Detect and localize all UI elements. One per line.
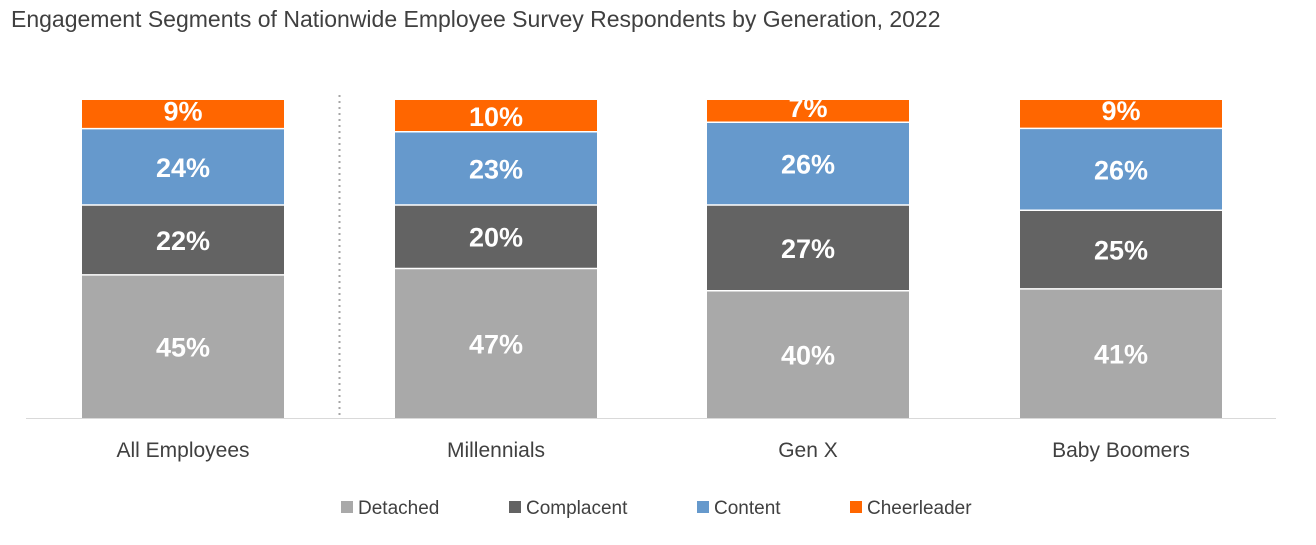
legend-label-complacent: Complacent: [526, 498, 628, 519]
bar-gen-x-detached: [707, 290, 909, 418]
bar-all-employees-complacent: [82, 204, 284, 275]
bar-baby-boomers-detached: [1020, 288, 1222, 418]
bar-baby-boomers-content: [1020, 128, 1222, 211]
data-label-gen-x-detached: 40%: [781, 340, 835, 370]
legend-label-cheerleader: Cheerleader: [867, 498, 972, 519]
data-label-gen-x-cheerleader: 7%: [788, 93, 827, 123]
bar-all-employees-cheerleader: [82, 100, 284, 129]
data-label-millennials-cheerleader: 10%: [469, 102, 523, 132]
bar-all-employees-content: [82, 128, 284, 205]
category-label-millennials: Millennials: [447, 439, 545, 462]
bar-all-employees-detached: [82, 274, 284, 418]
bar-millennials-complacent: [395, 204, 597, 269]
category-label-baby-boomers: Baby Boomers: [1052, 439, 1190, 462]
data-label-millennials-detached: 47%: [469, 329, 523, 359]
labels-layer: 45% 22% 24% 9% 47% 20% 23% 10% 40% 27% 26% 7% 41% 25%…: [156, 93, 1148, 370]
bar-gen-x-complacent: [707, 204, 909, 291]
data-label-all-employees-content: 24%: [156, 153, 210, 183]
legend-swatch-cheerleader: [850, 501, 862, 513]
data-label-baby-boomers-content: 26%: [1094, 155, 1148, 185]
data-label-all-employees-complacent: 22%: [156, 226, 210, 256]
data-label-gen-x-content: 26%: [781, 150, 835, 180]
bar-gen-x-cheerleader: [707, 100, 909, 123]
bar-millennials-detached: [395, 268, 597, 418]
legend-label-content: Content: [714, 498, 781, 519]
data-label-gen-x-complacent: 27%: [781, 234, 835, 264]
bar-millennials-content: [395, 131, 597, 205]
bars-layer: [82, 100, 1222, 418]
category-labels: All Employees Millennials Gen X Baby Boomer…: [116, 439, 1189, 462]
data-label-baby-boomers-detached: 41%: [1094, 339, 1148, 369]
legend-label-detached: Detached: [358, 498, 439, 519]
data-label-millennials-complacent: 20%: [469, 223, 523, 253]
bar-baby-boomers-complacent: [1020, 210, 1222, 289]
legend: Detached Complacent Content Cheerleader: [341, 498, 972, 519]
data-label-millennials-content: 23%: [469, 154, 523, 184]
chart-title: Engagement Segments of Nationwide Employ…: [11, 6, 941, 32]
category-label-all-employees: All Employees: [116, 439, 249, 462]
bar-gen-x-content: [707, 122, 909, 205]
data-label-baby-boomers-complacent: 25%: [1094, 236, 1148, 266]
data-label-all-employees-detached: 45%: [156, 332, 210, 362]
bar-baby-boomers-cheerleader: [1020, 100, 1222, 129]
legend-swatch-content: [697, 501, 709, 513]
bar-millennials-cheerleader: [395, 100, 597, 132]
category-label-gen-x: Gen X: [778, 439, 838, 462]
data-label-all-employees-cheerleader: 9%: [163, 96, 202, 126]
data-label-baby-boomers-cheerleader: 9%: [1101, 96, 1140, 126]
legend-swatch-complacent: [509, 501, 521, 513]
legend-swatch-detached: [341, 501, 353, 513]
